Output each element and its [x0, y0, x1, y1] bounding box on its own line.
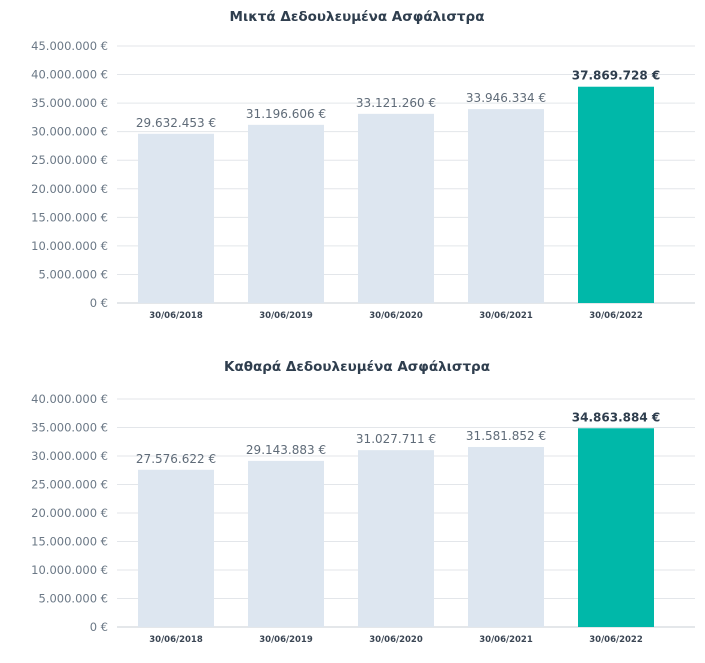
y-tick-label: 30.000.000 €: [31, 125, 108, 139]
data-label: 33.121.260 €: [356, 96, 436, 110]
y-tick-label: 5.000.000 €: [39, 592, 109, 606]
data-label: 34.863.884 €: [572, 410, 660, 424]
y-tick-label: 35.000.000 €: [31, 96, 108, 110]
bar: [358, 450, 434, 627]
y-tick-label: 40.000.000 €: [31, 68, 108, 82]
bar: [358, 113, 434, 303]
bar: [468, 109, 544, 303]
x-tick-label: 30/06/2022: [589, 635, 643, 645]
y-tick-label: 40.000.000 €: [31, 392, 108, 406]
y-tick-label: 25.000.000 €: [31, 153, 108, 167]
y-tick-label: 10.000.000 €: [31, 239, 108, 253]
y-tick-label: 20.000.000 €: [31, 506, 108, 520]
y-tick-label: 0 €: [90, 620, 108, 634]
data-label: 31.581.852 €: [466, 429, 546, 443]
bar: [138, 133, 214, 303]
x-tick-label: 30/06/2022: [589, 311, 643, 320]
data-label: 31.027.711 €: [356, 432, 436, 446]
y-tick-label: 0 €: [90, 296, 108, 310]
data-label: 29.143.883 €: [246, 443, 326, 457]
bar: [138, 469, 214, 627]
data-label: 29.632.453 €: [136, 116, 216, 130]
net-earned-premiums-svg: Καθαρά Δεδουλευμένα Ασφάλιστρα 0 € 5.000.…: [31, 359, 695, 645]
y-tick-label: 45.000.000 €: [31, 39, 108, 53]
gross-earned-premiums-svg: Μικτά Δεδουλευμένα Ασφάλιστρα 0 € 5.000.0…: [31, 9, 695, 320]
y-tick-label: 30.000.000 €: [31, 449, 108, 463]
y-tick-label: 15.000.000 €: [31, 535, 108, 549]
y-tick-label: 10.000.000 €: [31, 563, 108, 577]
bar: [578, 86, 654, 304]
y-tick-label: 5.000.000 €: [39, 267, 109, 281]
plot-area: 0 € 5.000.000 € 10.000.000 € 15.000.000 € 20…: [31, 39, 695, 320]
plot-area: 0 € 5.000.000 € 10.000.000 € 15.000.000 € 20…: [31, 392, 695, 645]
data-label: 37.869.728 €: [572, 69, 660, 83]
x-tick-label: 30/06/2018: [149, 311, 203, 320]
data-label: 33.946.334 €: [466, 91, 546, 105]
y-tick-label: 25.000.000 €: [31, 478, 108, 492]
bar: [578, 428, 654, 627]
data-label: 31.196.606 €: [246, 107, 326, 121]
y-tick-label: 35.000.000 €: [31, 421, 108, 435]
data-label: 27.576.622 €: [136, 452, 216, 466]
x-tick-label: 30/06/2019: [259, 635, 313, 645]
bar: [248, 460, 324, 627]
x-tick-label: 30/06/2018: [149, 635, 203, 645]
bar: [248, 124, 324, 303]
x-tick-label: 30/06/2020: [369, 635, 423, 645]
gross-earned-premiums-chart: Μικτά Δεδουλευμένα Ασφάλιστρα 0 € 5.000.0…: [0, 0, 705, 320]
x-tick-label: 30/06/2020: [369, 311, 423, 320]
chart-title: Καθαρά Δεδουλευμένα Ασφάλιστρα: [224, 359, 490, 375]
x-tick-label: 30/06/2021: [479, 311, 533, 320]
net-earned-premiums-chart: Καθαρά Δεδουλευμένα Ασφάλιστρα 0 € 5.000.…: [0, 343, 705, 663]
y-tick-label: 15.000.000 €: [31, 210, 108, 224]
bar: [468, 446, 544, 627]
y-tick-label: 20.000.000 €: [31, 182, 108, 196]
x-tick-label: 30/06/2019: [259, 311, 313, 320]
x-tick-label: 30/06/2021: [479, 635, 533, 645]
chart-title: Μικτά Δεδουλευμένα Ασφάλιστρα: [230, 9, 485, 25]
